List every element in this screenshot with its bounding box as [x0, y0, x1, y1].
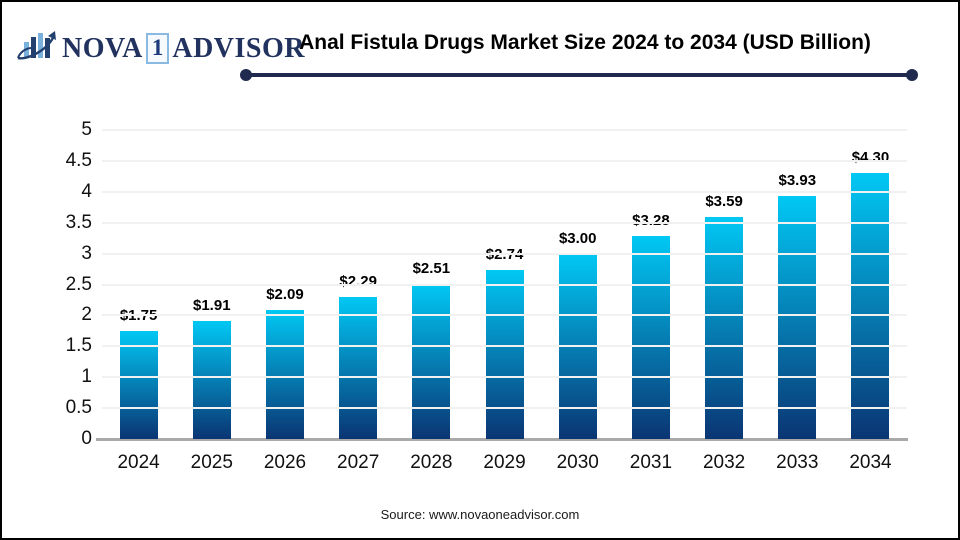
bar-chart-growth-icon — [16, 28, 58, 69]
y-tick-label: 0 — [81, 428, 92, 449]
x-axis-label-2025: 2025 — [190, 452, 233, 473]
bar-2025 — [192, 320, 231, 439]
x-axis-category-labels: 2024 2025 2026 2027 2028 2029 2030 2031 2032 2033… — [102, 452, 907, 474]
chart-title: Anal Fistula Drugs Market Size 2024 to 2… — [299, 31, 871, 54]
bar-value-label: $3.28 — [614, 212, 687, 229]
x-axis-label-2031: 2031 — [629, 452, 673, 473]
bar-value-label: $1.91 — [193, 296, 231, 314]
y-tick-label: 2.5 — [65, 273, 92, 295]
x-axis-label-2033: 2033 — [776, 452, 819, 473]
x-axis-label-2034: 2034 — [849, 452, 892, 473]
gridline — [102, 221, 907, 224]
source-text: Source: www.novaoneadvisor.com — [380, 507, 580, 522]
rule-end-dot-right — [906, 69, 918, 81]
bar-value-label: $2.29 — [339, 273, 377, 291]
brand-logo: NOVA 1 ADVISOR — [16, 28, 305, 69]
bar-value-label: $3.00 — [558, 229, 597, 247]
gridline — [102, 407, 907, 410]
brand-name-advisor: ADVISOR — [172, 32, 305, 64]
brand-number-badge: 1 — [145, 33, 170, 64]
y-tick-label: 1 — [81, 366, 92, 388]
y-tick-label: 2 — [81, 304, 92, 326]
y-tick-label: 5 — [81, 119, 92, 140]
rule-end-dot-left — [240, 69, 252, 81]
y-tick-label: 4.5 — [65, 149, 92, 171]
bar-value-label: $4.30 — [851, 149, 890, 167]
x-axis-label-2028: 2028 — [410, 452, 453, 473]
gridline — [102, 190, 907, 193]
x-axis-label-2029: 2029 — [483, 452, 526, 473]
gridline — [102, 376, 907, 379]
gridline — [102, 314, 907, 317]
y-tick-label: 4 — [81, 180, 92, 202]
bar-slot-2025: $1.91 — [175, 130, 248, 439]
title-underline-rule — [240, 69, 918, 81]
y-tick-label: 3.5 — [65, 211, 92, 233]
bar-2031 — [631, 236, 670, 439]
bar-value-label: $2.09 — [266, 285, 304, 303]
x-axis-label-2027: 2027 — [337, 452, 380, 473]
brand-name-nova: NOVA — [62, 32, 143, 64]
y-tick-label: 1.5 — [65, 335, 92, 357]
bar-slot-2026: $2.09 — [248, 130, 321, 439]
bar-slot-2031: $3.28 — [614, 130, 687, 439]
bar-chart-plot-area: $1.75 $1.91 $2.09 $2.29 $2.51 $2.74 $3.00 $3.28… — [96, 129, 908, 441]
gridline — [102, 345, 907, 348]
gridline — [102, 159, 907, 162]
bar-2029 — [485, 269, 524, 439]
gridline — [102, 252, 907, 255]
bar-value-label: $3.59 — [705, 193, 743, 211]
bar-slot-2028: $2.51 — [395, 130, 468, 439]
x-axis-line — [96, 438, 908, 441]
bar-slot-2024: $1.75 — [102, 130, 175, 439]
gridline — [102, 283, 907, 286]
y-tick-label: 0.5 — [65, 397, 92, 419]
bar-value-label: $2.51 — [412, 259, 451, 277]
bar-slot-2029: $2.74 — [468, 130, 541, 439]
y-tick-label: 3 — [81, 242, 92, 264]
bar-2028 — [412, 283, 451, 439]
bar-2026 — [265, 309, 304, 439]
bar-2027 — [339, 297, 378, 439]
bar-slot-2027: $2.29 — [322, 130, 395, 439]
bar-value-label: $3.93 — [778, 172, 817, 190]
bar-2032 — [705, 217, 744, 439]
bar-2024 — [119, 330, 158, 439]
x-axis-label-2024: 2024 — [117, 452, 160, 473]
gridline — [102, 129, 907, 131]
bar-slot-2034: $4.30 — [834, 130, 907, 439]
x-axis-label-2030: 2030 — [556, 452, 599, 473]
x-axis-label-2026: 2026 — [263, 452, 307, 473]
bar-slot-2033: $3.93 — [761, 130, 834, 439]
bar-2033 — [778, 196, 817, 439]
x-axis-label-2032: 2032 — [702, 452, 746, 473]
bar-2034 — [851, 173, 890, 439]
